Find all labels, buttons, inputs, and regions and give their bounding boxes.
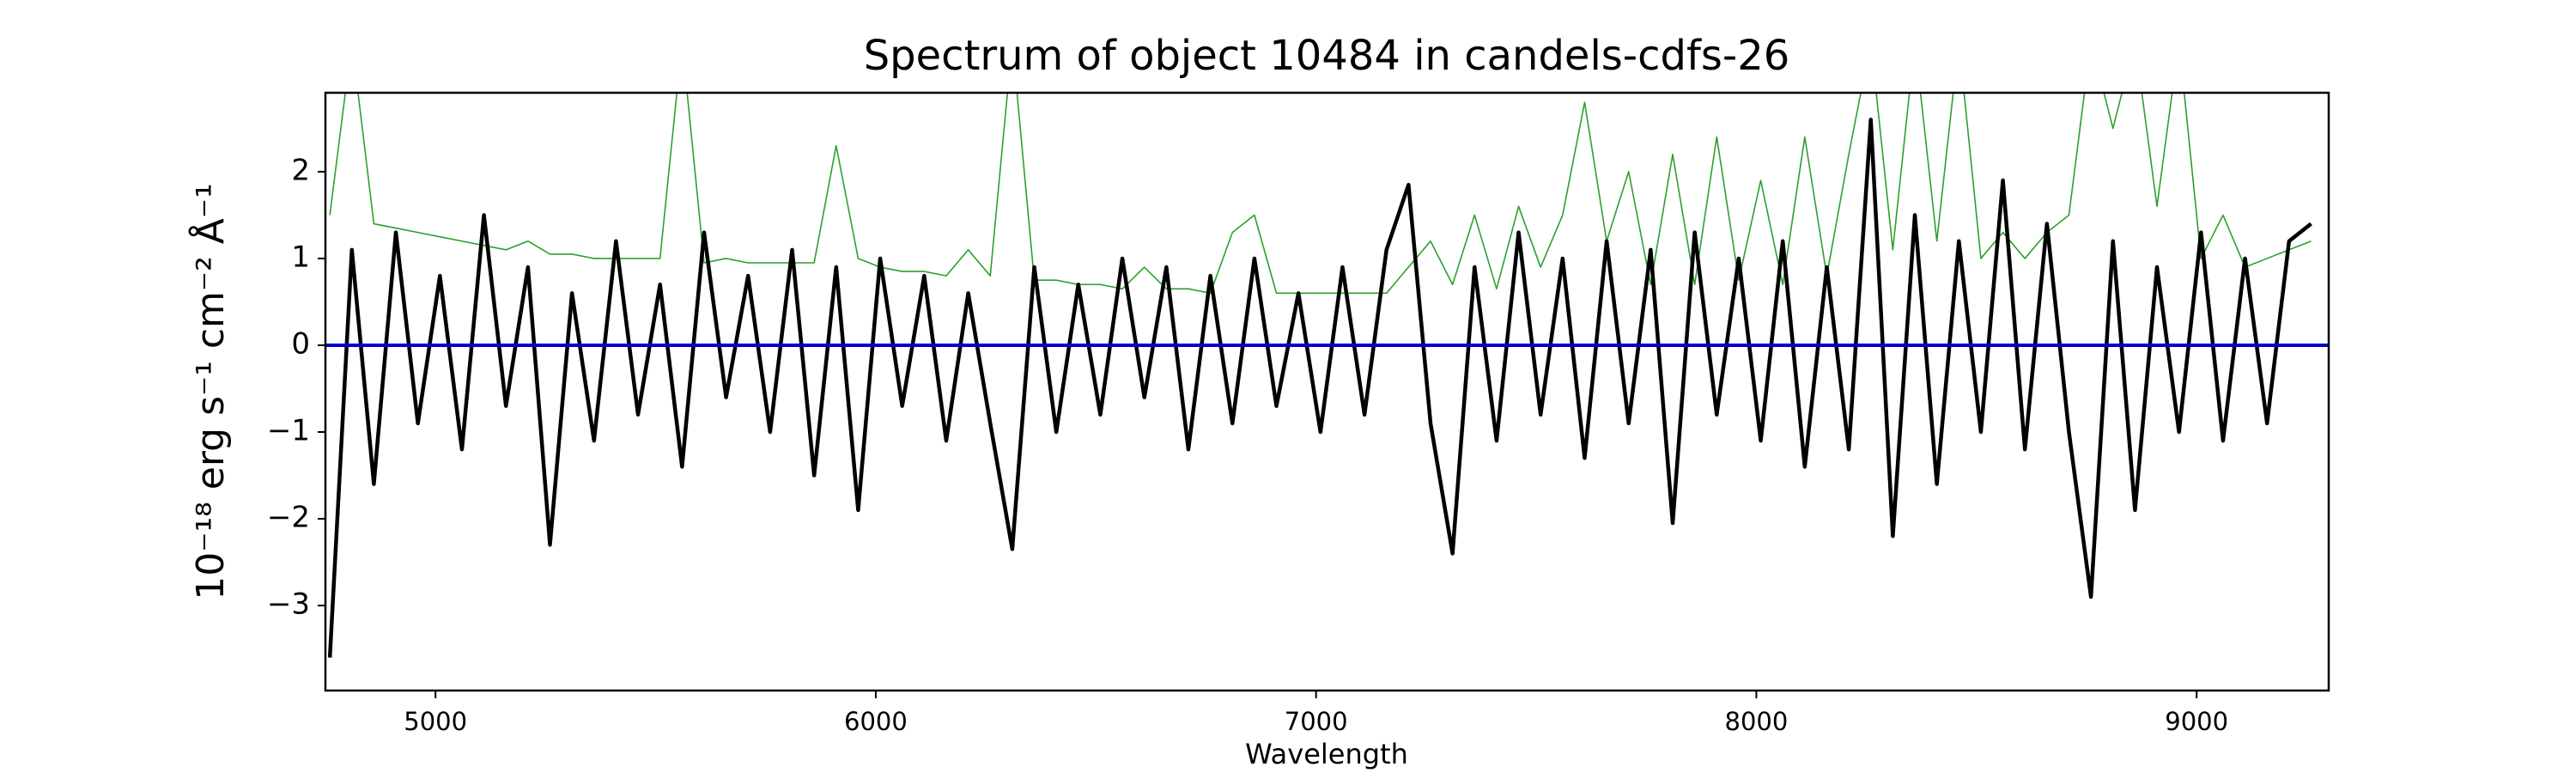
- y-tick-label: 0: [291, 326, 310, 361]
- x-tick-label: 9000: [2165, 707, 2228, 736]
- plot-area: [325, 93, 2329, 658]
- chart-title: Spectrum of object 10484 in candels-cdfs…: [864, 32, 1790, 80]
- y-tick-label: −2: [267, 500, 310, 534]
- x-tick-label: 7000: [1285, 707, 1348, 736]
- spectrum-line: [329, 93, 2312, 295]
- y-tick-label: −1: [267, 413, 310, 447]
- y-tick-label: 2: [291, 153, 310, 187]
- spectrum-line: [327, 118, 2312, 658]
- x-tick-label: 5000: [404, 707, 467, 736]
- y-tick-label: 1: [291, 240, 310, 274]
- y-tick-label: −3: [267, 587, 310, 622]
- x-axis-label: Wavelength: [1245, 738, 1408, 770]
- plot-frame: [324, 91, 2330, 692]
- x-tick-label: 8000: [1725, 707, 1789, 736]
- y-axis-label: 10⁻¹⁸ erg s⁻¹ cm⁻² Å⁻¹: [187, 183, 233, 600]
- x-tick-label: 6000: [844, 707, 908, 736]
